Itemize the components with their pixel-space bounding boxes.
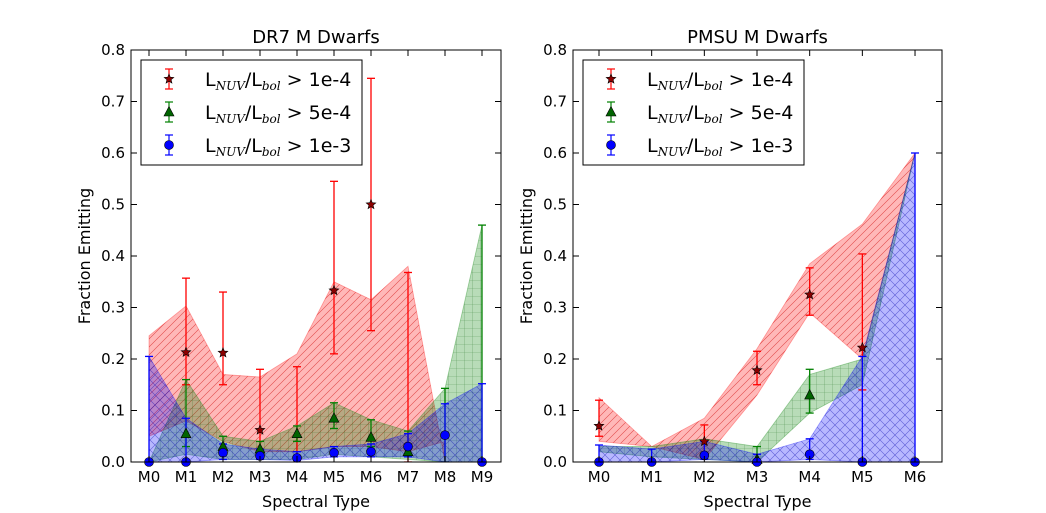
y-axis-label: Fraction Emitting: [517, 188, 536, 324]
y-tick-label: 0.8: [543, 41, 567, 59]
chart-title: DR7 M Dwarfs: [252, 27, 380, 48]
data-point: [403, 441, 413, 452]
x-tick-label: M9: [471, 468, 494, 486]
y-tick-label: 0.3: [101, 299, 125, 317]
x-tick-label: M8: [434, 468, 457, 486]
x-tick-label: M2: [693, 468, 716, 486]
panel-pmsu: 0.0 0.1 0.2 0.3 0.4 0.5 0.6 0.7 0.8 M0 M1 M2 M3 M4 M5 M…: [517, 27, 943, 511]
x-tick-label: M6: [904, 468, 927, 486]
legend-entry: LNUV/Lbol > 5e-4: [647, 102, 793, 126]
data-point: [328, 284, 340, 296]
data-point: [180, 427, 192, 438]
y-tick-label: 0.2: [543, 350, 567, 368]
legend-entry: LNUV/Lbol > 1e-4: [647, 69, 793, 93]
data-point: [329, 447, 339, 458]
x-tick-label: M2: [212, 468, 235, 486]
x-axis-label: Spectral Type: [704, 492, 812, 511]
data-point: [365, 431, 377, 442]
legend-marker: [605, 105, 617, 117]
y-tick-label: 0.8: [101, 41, 125, 59]
data-point: [593, 420, 605, 431]
data-point: [440, 430, 450, 441]
data-point: [366, 446, 376, 457]
legend-box: [582, 59, 805, 166]
legend: LNUV/Lbol > 1e-4 LNUV/Lbol > 5e-4 LNUV/Lbo…: [140, 59, 363, 166]
data-point: [804, 288, 816, 300]
x-tick-label: M6: [360, 468, 383, 486]
legend: LNUV/Lbol > 1e-4 LNUV/Lbol > 5e-4 LNUV/Lbo…: [582, 59, 805, 166]
data-point: [217, 347, 229, 358]
x-tick-label: M0: [138, 468, 161, 486]
legend-entry: LNUV/Lbol > 1e-3: [205, 135, 351, 159]
legend-box: [140, 59, 363, 166]
data-point: [218, 447, 228, 458]
x-tick-label: M1: [175, 468, 198, 486]
data-point: [804, 388, 816, 400]
y-tick-label: 0.7: [543, 93, 567, 111]
x-tick-label: M3: [249, 468, 272, 486]
y-tick-label: 0.4: [543, 247, 567, 265]
plot-area: [145, 77, 486, 462]
y-tick-label: 0.6: [101, 144, 125, 162]
band-hatch: [599, 153, 916, 460]
band-hatch: [599, 153, 916, 462]
data-point: [254, 424, 266, 435]
x-axis-label: Spectral Type: [262, 492, 370, 511]
x-tick-label: M5: [851, 468, 874, 486]
x-tick-label: M4: [286, 468, 309, 486]
x-tick-label: M0: [588, 468, 611, 486]
y-tick-label: 0.4: [101, 247, 125, 265]
x-tick-label: M4: [798, 468, 821, 486]
y-tick-label: 0.5: [543, 196, 567, 214]
y-tick-label: 0.0: [101, 453, 125, 471]
data-point: [291, 427, 303, 438]
data-point: [698, 435, 710, 447]
data-point: [180, 346, 192, 358]
y-tick-label: 0.2: [101, 350, 125, 368]
legend-marker: [163, 105, 175, 117]
legend-marker: [605, 73, 617, 84]
data-point: [751, 364, 763, 376]
x-tick-label: M3: [746, 468, 769, 486]
data-point: [365, 198, 377, 210]
y-tick-label: 0.1: [101, 402, 125, 420]
panel-dr7: 0.0 0.1 0.2 0.3 0.4 0.5 0.6 0.7 0.8 M0 M1 M2 M3 M4 M5 M…: [75, 27, 502, 511]
y-tick-label: 0.5: [101, 196, 125, 214]
y-axis-label: Fraction Emitting: [75, 188, 94, 324]
data-point: [328, 412, 340, 423]
x-tick-label: M1: [640, 468, 663, 486]
legend-entry: LNUV/Lbol > 5e-4: [205, 102, 351, 126]
legend-marker: [606, 140, 616, 150]
chart-title: PMSU M Dwarfs: [687, 27, 828, 48]
y-tick-label: 0.3: [543, 299, 567, 317]
legend-marker: [163, 73, 175, 84]
y-tick-label: 0.0: [543, 453, 567, 471]
y-tick-label: 0.6: [543, 144, 567, 162]
x-tick-label: M5: [323, 468, 346, 486]
legend-marker: [164, 140, 174, 150]
legend-entry: LNUV/Lbol > 1e-3: [647, 135, 793, 159]
legend-entry: LNUV/Lbol > 1e-4: [205, 69, 351, 93]
band-hatch: [149, 356, 482, 462]
band-hatch: [599, 153, 916, 462]
x-tick-label: M7: [397, 468, 420, 486]
y-tick-label: 0.1: [543, 402, 567, 420]
data-point: [856, 341, 868, 353]
y-tick-label: 0.7: [101, 93, 125, 111]
plot-area: [595, 152, 920, 462]
